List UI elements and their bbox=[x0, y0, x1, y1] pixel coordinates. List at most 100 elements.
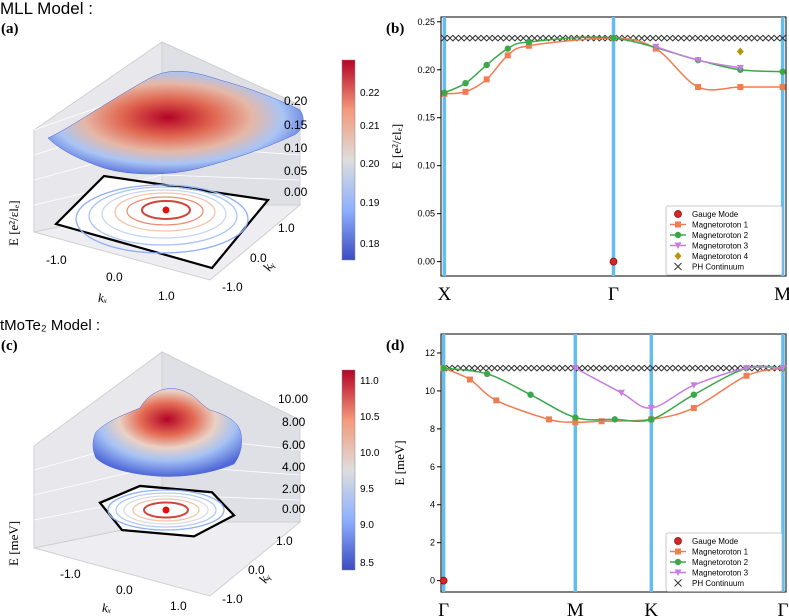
continuum-marker bbox=[728, 364, 736, 372]
ztick-a-0: 0.00 bbox=[284, 185, 308, 199]
continuum-marker bbox=[621, 364, 628, 372]
magnetoroton1-line bbox=[443, 367, 784, 424]
continuum-marker bbox=[463, 34, 471, 42]
panel-label-b: (b) bbox=[386, 21, 404, 37]
continuum-marker bbox=[452, 34, 460, 42]
legend-marker bbox=[675, 221, 681, 228]
magnetoroton3-point bbox=[647, 404, 655, 412]
contour-c1 bbox=[107, 489, 225, 531]
continuum-marker bbox=[508, 34, 516, 42]
magnetoroton2-point bbox=[440, 364, 447, 372]
y-tick-label: 8 bbox=[430, 424, 435, 434]
gamma-point-c bbox=[162, 506, 170, 514]
legend-box bbox=[665, 532, 783, 592]
ytick-c-0: -1.0 bbox=[222, 592, 243, 606]
continuum-marker bbox=[491, 34, 499, 42]
continuum-marker bbox=[479, 364, 487, 372]
continuum-marker bbox=[779, 34, 786, 42]
cbtick-a-0: 0.18 bbox=[360, 239, 380, 250]
y-tick-label: 10 bbox=[425, 386, 435, 396]
continuum-marker bbox=[717, 364, 725, 372]
continuum-marker bbox=[502, 364, 510, 372]
cbtick-c-5: 11.0 bbox=[360, 376, 379, 387]
continuum-marker bbox=[700, 364, 708, 372]
continuum-marker bbox=[655, 364, 662, 372]
legend-marker-continuum bbox=[674, 262, 682, 271]
legend-label: Magnetoroton 1 bbox=[692, 548, 749, 557]
continuum-marker bbox=[683, 34, 691, 42]
continuum-marker bbox=[711, 364, 719, 372]
legend-label: Magnetoroton 2 bbox=[692, 231, 749, 240]
dispersion-chart-d: Γ M K Γ 0 2 4 6 8 10 12 E [meV] Gauge Mode Magnetorot… bbox=[392, 333, 788, 616]
magnetoroton1-point bbox=[545, 416, 552, 423]
continuum-marker bbox=[722, 34, 730, 42]
legend-label: Magnetoroton 4 bbox=[692, 252, 749, 261]
magnetoroton1-point bbox=[462, 88, 469, 95]
ztick-a-2: 0.10 bbox=[284, 141, 308, 155]
continuum-marker bbox=[609, 364, 617, 372]
magnetoroton3-point bbox=[694, 57, 702, 64]
contour-a6 bbox=[141, 200, 191, 220]
magnetoroton3-point bbox=[571, 365, 579, 372]
magnetoroton2-point bbox=[527, 391, 534, 398]
continuum-marker bbox=[649, 364, 657, 372]
continuum-marker bbox=[632, 364, 640, 372]
magnetoroton1-point bbox=[466, 376, 473, 383]
ztick-a-4: 0.20 bbox=[284, 94, 308, 108]
xtick-a-1: 0.0 bbox=[106, 270, 123, 284]
magnetoroton1-point bbox=[695, 84, 702, 91]
surface-plot-c: 0.00 2.00 4.00 6.00 8.00 10.00 -1.0 0.0 … bbox=[6, 351, 380, 615]
legend-marker bbox=[675, 548, 681, 555]
cbtick-a-2: 0.20 bbox=[360, 159, 380, 170]
section-label-top: MLL Model : bbox=[0, 0, 93, 18]
zlabel-c: E [meV] bbox=[6, 521, 21, 566]
continuum-marker bbox=[677, 364, 685, 372]
magnetoroton2-line bbox=[444, 36, 783, 94]
ztick-a-3: 0.15 bbox=[284, 118, 308, 132]
ztick-c-1: 2.00 bbox=[282, 482, 306, 496]
continuum-marker bbox=[677, 34, 685, 42]
continuum-marker bbox=[689, 34, 696, 42]
magnetoroton2-point bbox=[483, 370, 491, 378]
continuum-marker bbox=[689, 364, 696, 372]
magnetoroton1-point bbox=[598, 418, 605, 425]
ztick-c-0: 0.00 bbox=[282, 502, 306, 516]
magnetoroton1-point bbox=[743, 372, 750, 379]
continuum-marker bbox=[626, 364, 634, 372]
cbtick-c-1: 9.0 bbox=[360, 520, 374, 531]
ytick-c-2: 1.0 bbox=[276, 534, 293, 548]
magnetoroton1-line bbox=[444, 37, 783, 95]
y-axis-label: E [e²/εlₑ] bbox=[389, 124, 404, 170]
magnetoroton1-point bbox=[690, 404, 697, 411]
continuum-marker bbox=[705, 34, 713, 42]
gamma-point-a bbox=[162, 206, 170, 214]
y-tick-label: 0.20 bbox=[417, 65, 435, 75]
legend-marker-gauge bbox=[674, 210, 682, 218]
legend-label: Gauge Mode bbox=[692, 537, 739, 546]
y-tick-label: 4 bbox=[430, 500, 435, 510]
continuum-marker bbox=[446, 34, 454, 42]
contour-a3 bbox=[101, 189, 227, 239]
legend-box bbox=[665, 205, 783, 276]
continuum-marker bbox=[503, 34, 510, 42]
magnetoroton1-point bbox=[779, 84, 786, 91]
magnetoroton1-point bbox=[525, 42, 532, 49]
magnetoroton3-point bbox=[652, 43, 660, 51]
continuum-marker bbox=[536, 364, 544, 372]
continuum-marker bbox=[711, 34, 719, 42]
continuum-marker bbox=[756, 34, 764, 42]
legend-marker bbox=[674, 252, 682, 260]
continuum-marker bbox=[547, 364, 555, 372]
colorbar-c bbox=[341, 369, 356, 571]
continuum-marker bbox=[655, 34, 662, 42]
continuum-marker bbox=[519, 364, 527, 372]
ztick-a-1: 0.05 bbox=[284, 164, 308, 178]
surface-plot-a: 0.00 0.05 0.10 0.15 0.20 -1.0 0.0 1.0 -1… bbox=[6, 41, 380, 305]
continuum-marker bbox=[553, 34, 561, 42]
continuum-marker bbox=[660, 364, 668, 372]
xtick-a-2: 1.0 bbox=[158, 289, 175, 303]
continuum-marker bbox=[773, 34, 781, 42]
magnetoroton1-point bbox=[493, 397, 500, 404]
continuum-marker bbox=[672, 34, 679, 42]
y-tick-label: 0.00 bbox=[417, 257, 435, 267]
